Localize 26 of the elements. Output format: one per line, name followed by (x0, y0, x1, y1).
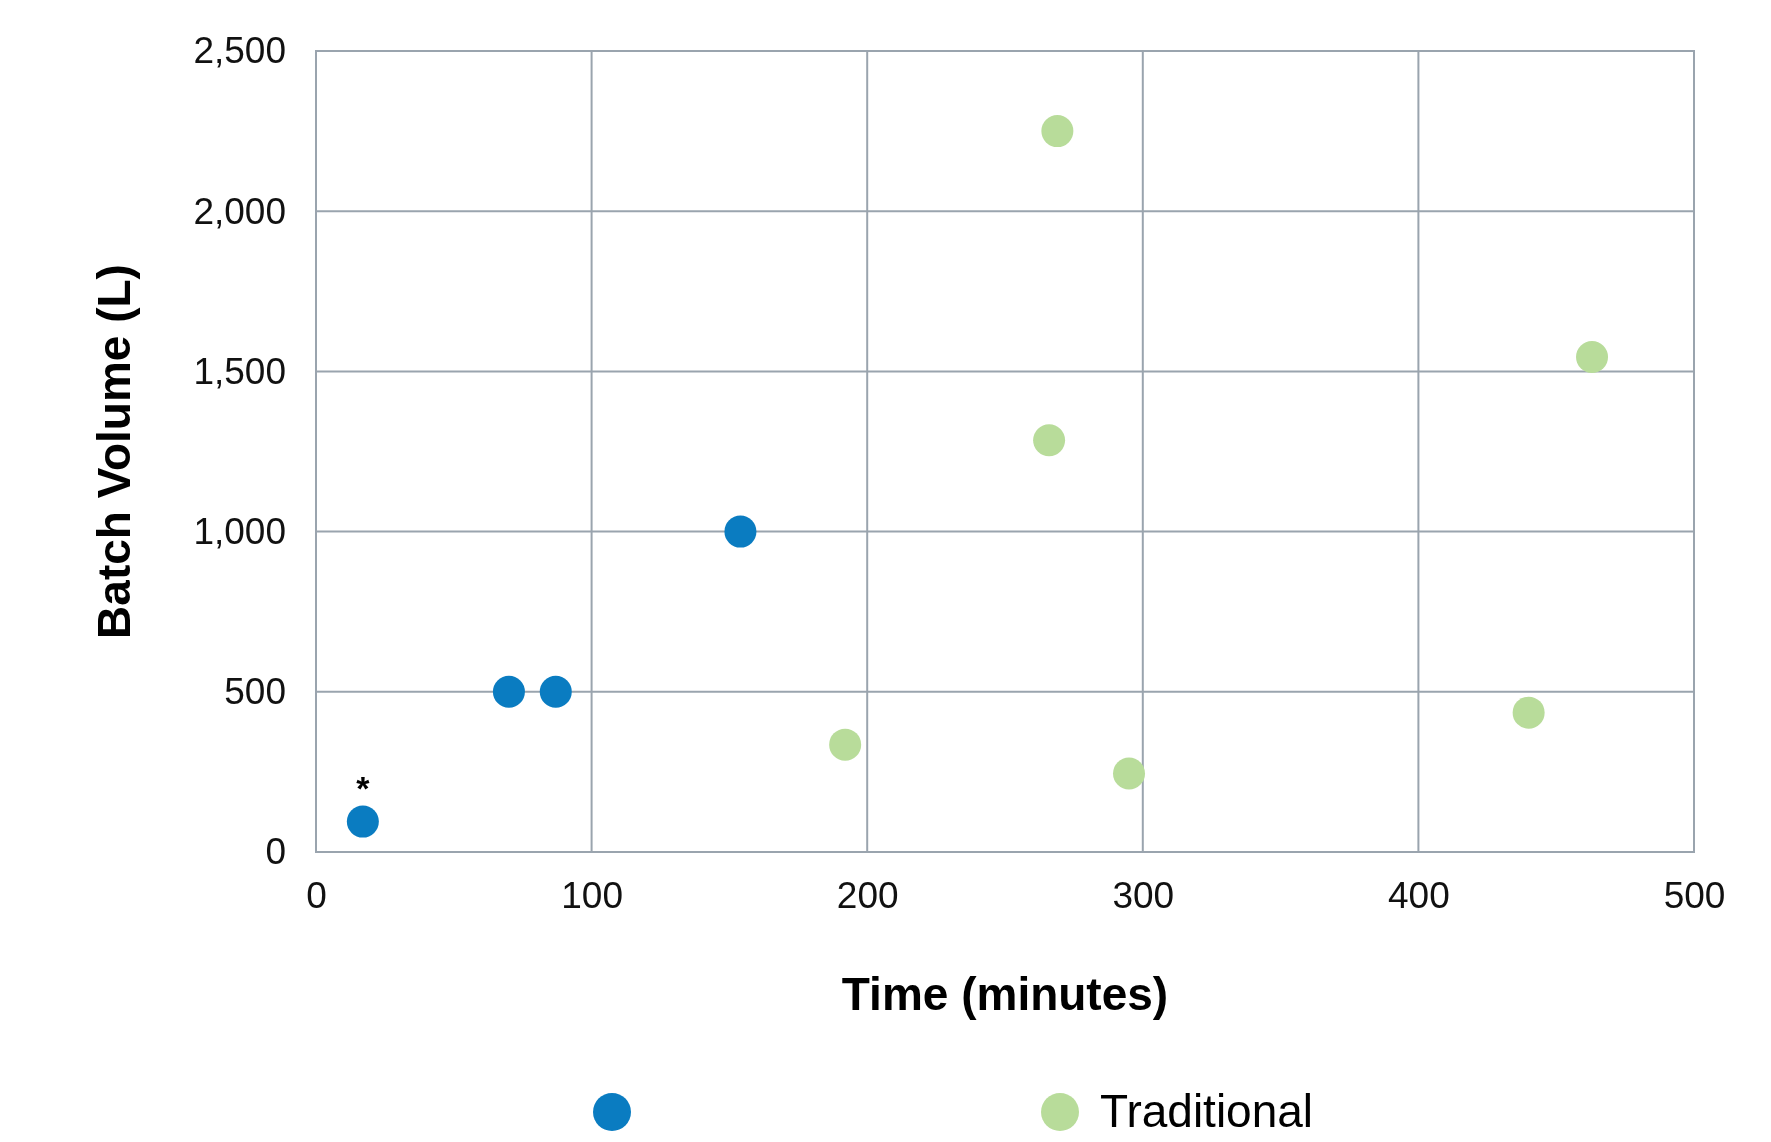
point (1512, 696, 1545, 729)
x-tick-label: 0 (306, 875, 327, 917)
x-tick-label: 500 (1663, 875, 1726, 917)
legend-label: Traditional (1100, 1085, 1314, 1137)
point (1033, 424, 1066, 457)
point (1576, 341, 1609, 373)
y-tick-label: 2,000 (193, 190, 286, 232)
y-tick-label: 500 (224, 671, 286, 713)
point (1113, 757, 1146, 790)
point (539, 675, 572, 708)
y-tick-label: 1,000 (193, 510, 286, 552)
x-tick-label: 300 (1112, 875, 1175, 917)
x-tick-label: 100 (561, 875, 623, 917)
annotation: * (356, 768, 371, 807)
y-tick-label: 0 (265, 831, 286, 873)
x-tick-label: 200 (836, 875, 899, 917)
y-tick-label: 1,500 (193, 350, 286, 392)
x-axis-title: Time (minutes) (841, 968, 1169, 1020)
point (346, 805, 379, 838)
point (724, 515, 757, 548)
point (492, 675, 525, 708)
point (829, 728, 862, 761)
point (1041, 115, 1074, 148)
y-tick-label: 2,500 (193, 30, 286, 72)
y-axis-title: Batch Volume (L) (88, 264, 140, 639)
x-tick-label: 400 (1388, 875, 1450, 917)
